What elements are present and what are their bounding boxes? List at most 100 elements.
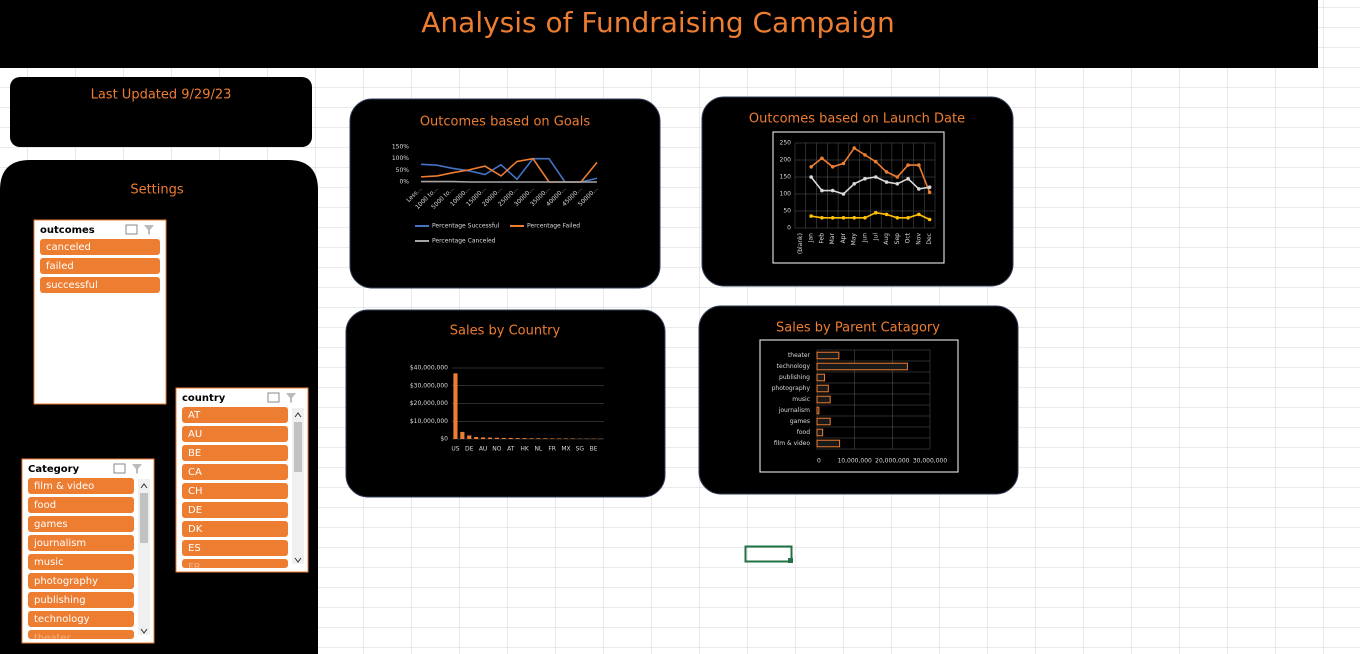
slicer-item[interactable] xyxy=(28,535,134,551)
slicer-item[interactable] xyxy=(182,426,288,442)
bar xyxy=(460,431,465,439)
slicer-item[interactable] xyxy=(28,592,134,608)
series-marker xyxy=(917,212,921,217)
series-marker xyxy=(830,188,835,193)
slicer-item-label[interactable]: DE xyxy=(188,505,202,516)
bar xyxy=(487,437,493,439)
series-marker xyxy=(895,175,900,179)
series-marker xyxy=(927,217,932,222)
series-marker xyxy=(830,165,835,169)
slicer-item[interactable] xyxy=(28,497,134,513)
slicer-item[interactable] xyxy=(28,573,134,589)
bar xyxy=(467,435,472,439)
slicer-item[interactable] xyxy=(182,483,288,499)
clear-filter-icon[interactable] xyxy=(144,225,154,235)
x-tick-label: Feb xyxy=(818,233,825,244)
x-tick-label: Apr xyxy=(840,232,847,243)
x-tick-label: 10,000,000 xyxy=(837,458,872,465)
slicer-item-label[interactable]: CA xyxy=(188,467,202,478)
slicer-title: Category xyxy=(28,464,80,475)
slicer-item-label[interactable]: CH xyxy=(188,486,203,497)
x-tick-label: FR xyxy=(548,446,556,453)
selected-cell[interactable] xyxy=(744,545,793,563)
bar xyxy=(515,438,520,439)
slicer-item[interactable] xyxy=(28,478,134,494)
slicer-item-label[interactable]: technology xyxy=(34,614,90,625)
series-marker xyxy=(830,216,835,220)
y-tick-label: games xyxy=(790,418,810,425)
bar xyxy=(816,428,824,437)
series-marker xyxy=(852,182,857,186)
slicer-item-label[interactable]: AU xyxy=(188,429,202,440)
scroll-up[interactable] xyxy=(294,412,302,418)
slicer-item-label[interactable]: AT xyxy=(188,410,201,421)
slicer-item-label[interactable]: successful xyxy=(46,280,98,291)
x-tick-label: Oct xyxy=(905,232,912,243)
series-marker xyxy=(873,175,878,179)
x-tick-label: (blank) xyxy=(797,233,804,254)
slicer-item-label[interactable]: canceled xyxy=(46,242,91,253)
slicer-item[interactable] xyxy=(182,521,288,537)
slicer-item-label[interactable]: failed xyxy=(46,261,74,272)
slicer-item[interactable] xyxy=(182,540,288,556)
slicer-item-label[interactable]: film & video xyxy=(34,481,94,492)
bar xyxy=(481,437,486,439)
y-tick-label: $0 xyxy=(440,436,448,443)
series-marker xyxy=(852,146,857,150)
slicer-item-label[interactable]: DK xyxy=(188,524,203,535)
slicer-item[interactable] xyxy=(182,407,288,423)
fill-handle[interactable] xyxy=(788,558,793,563)
slicer-item-label[interactable]: theater xyxy=(34,633,72,644)
scroll-down[interactable] xyxy=(140,628,148,634)
scroll-down[interactable] xyxy=(294,557,302,563)
multi-select-icon[interactable] xyxy=(113,463,126,474)
series-marker xyxy=(917,187,921,191)
slicer-item-label[interactable]: FR xyxy=(188,562,201,573)
slicer-item-label[interactable]: music xyxy=(34,557,64,568)
series-marker xyxy=(927,190,932,195)
slicer-item-label[interactable]: publishing xyxy=(34,595,86,606)
slicer-item[interactable] xyxy=(28,611,134,627)
slicer-item[interactable] xyxy=(182,464,288,480)
slicer-item[interactable] xyxy=(182,502,288,518)
bar xyxy=(816,351,840,360)
series-marker xyxy=(884,180,889,184)
slicer-item-label[interactable]: ES xyxy=(188,543,201,554)
slicer-item[interactable] xyxy=(28,554,134,570)
slicer-item[interactable] xyxy=(40,239,160,255)
legend-label: Percentage Failed xyxy=(527,223,580,230)
bar xyxy=(529,438,534,439)
scroll-up[interactable] xyxy=(140,483,148,489)
bar xyxy=(816,395,831,404)
slicer-item[interactable] xyxy=(40,277,160,293)
scroll-thumb[interactable] xyxy=(294,422,302,472)
multi-select-icon[interactable] xyxy=(267,392,280,403)
slicer-item-label[interactable]: food xyxy=(34,500,56,511)
series-marker xyxy=(809,214,813,218)
y-tick-label: photography xyxy=(772,385,811,392)
slicer-item[interactable] xyxy=(28,516,134,532)
y-tick-label: 250 xyxy=(780,140,792,147)
slicer-item-label[interactable]: games xyxy=(34,519,68,530)
slicer-item[interactable] xyxy=(28,630,134,639)
chart-title: Outcomes based on Launch Date xyxy=(749,112,965,127)
bar xyxy=(543,438,548,439)
x-tick-label: NO xyxy=(492,446,501,453)
y-tick-label: 100 xyxy=(780,191,792,198)
slicer-item-label[interactable]: photography xyxy=(34,576,98,587)
slicer-item-label[interactable]: journalism xyxy=(33,538,86,549)
slicer-item[interactable] xyxy=(182,445,288,461)
series-marker xyxy=(906,176,910,181)
scroll-thumb[interactable] xyxy=(140,493,148,543)
clear-filter-icon[interactable] xyxy=(132,464,142,474)
series-marker xyxy=(863,216,867,220)
series-marker xyxy=(895,182,900,186)
chart-area xyxy=(772,131,945,264)
slicer-item[interactable] xyxy=(182,559,288,568)
slicer-item-label[interactable]: BE xyxy=(188,448,201,459)
slicer-item[interactable] xyxy=(40,258,160,274)
multi-select-icon[interactable] xyxy=(125,224,138,235)
header-bar xyxy=(0,0,1318,68)
clear-filter-icon[interactable] xyxy=(286,393,296,403)
series-marker xyxy=(809,175,813,179)
